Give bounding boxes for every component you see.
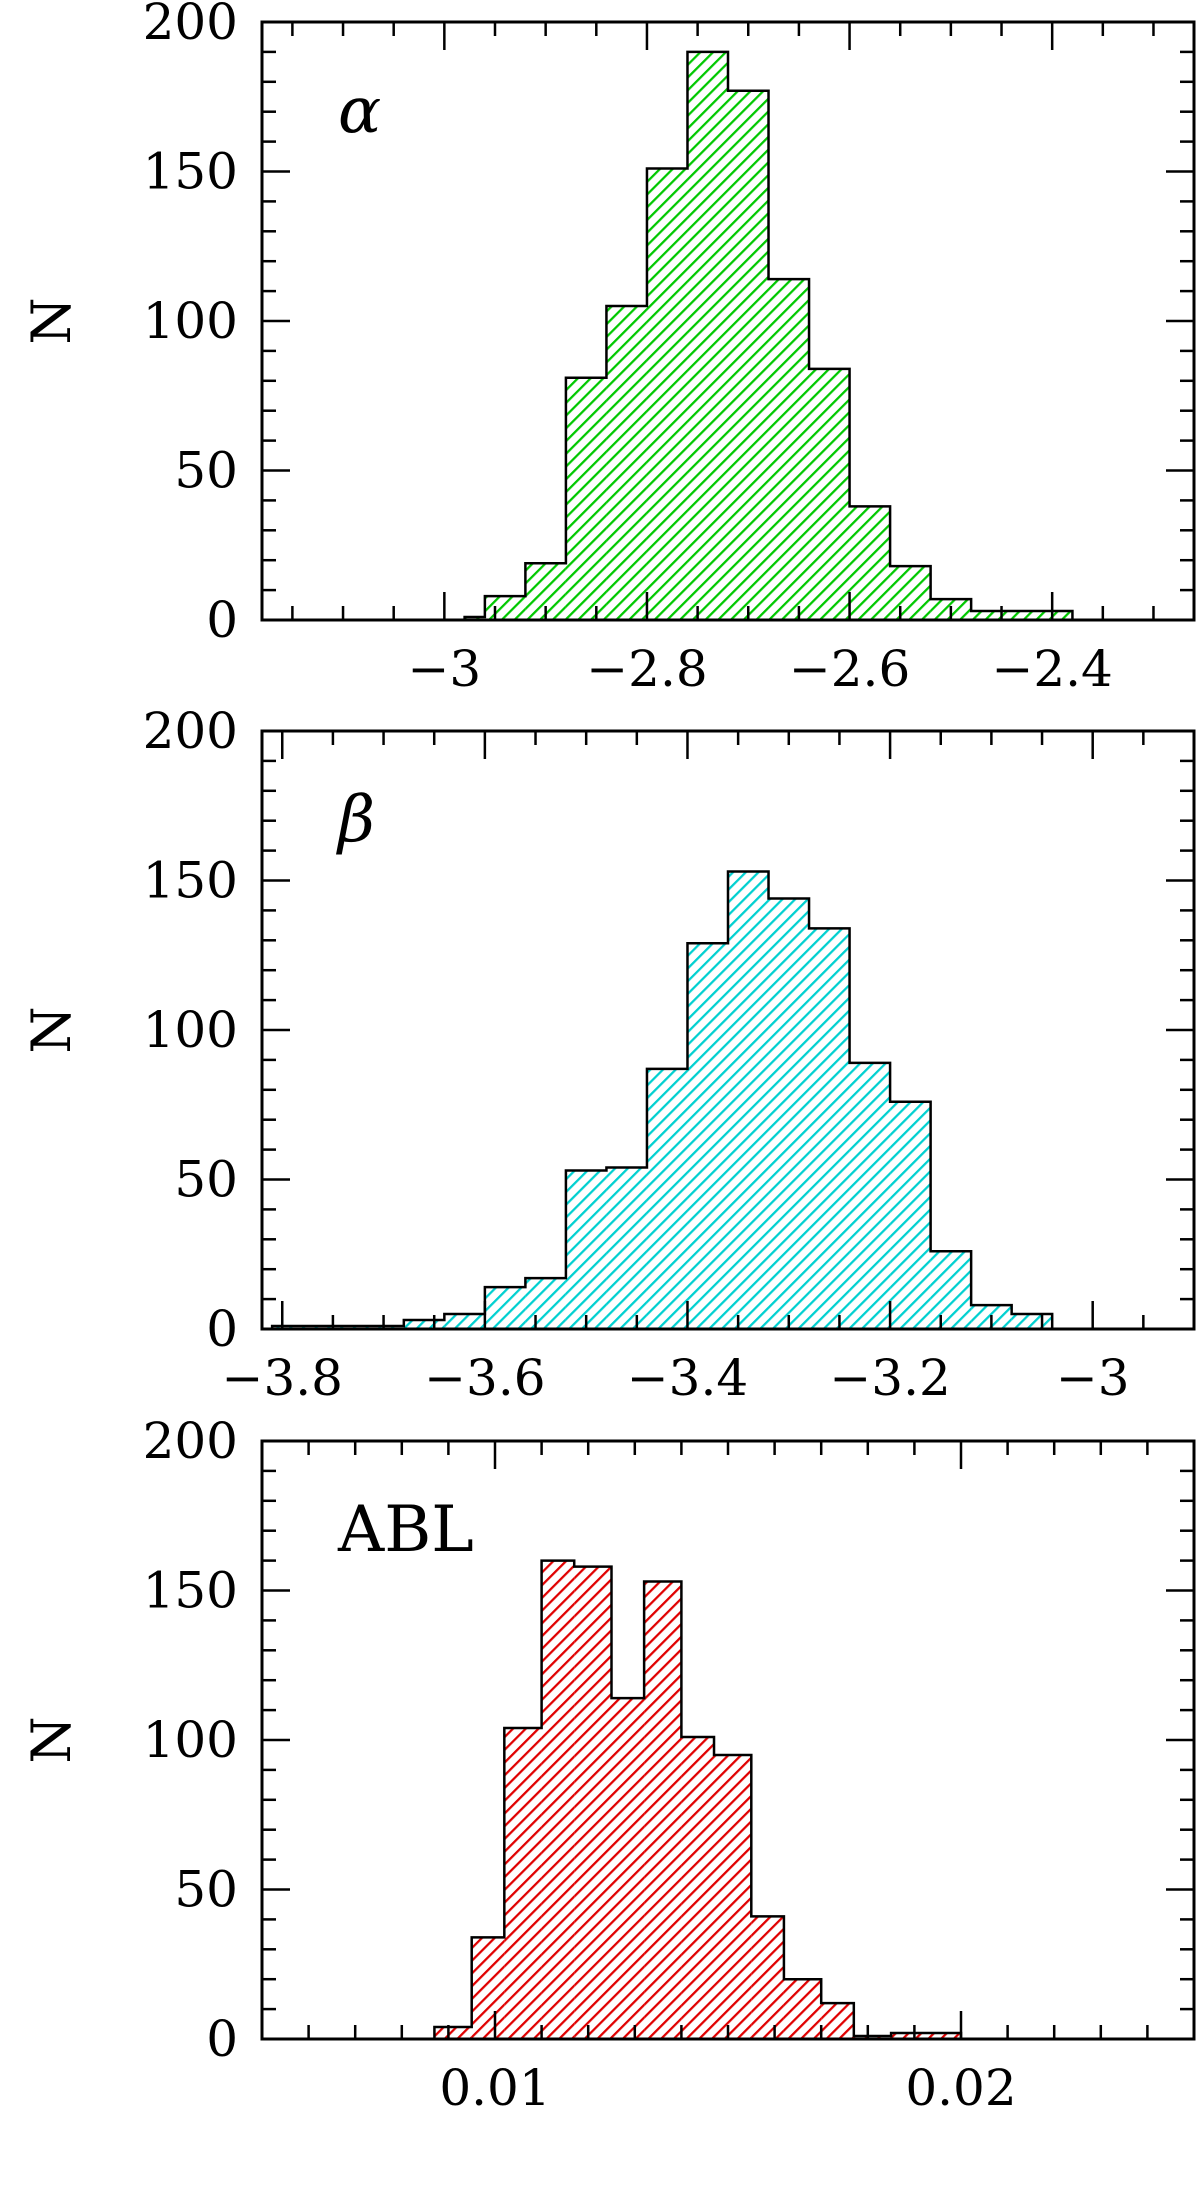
bar-alpha-1: [484, 596, 526, 620]
bar-alpha-5: [646, 168, 688, 620]
bar-abl-13: [891, 2033, 961, 2039]
panel-label-abl: ABL: [337, 1493, 474, 1567]
x-tick-label-alpha: −3: [407, 640, 481, 698]
bar-alpha-10: [849, 506, 891, 620]
bar-abl-5: [611, 1698, 645, 2039]
bar-alpha-11: [890, 566, 931, 620]
y-tick-label-abl: 100: [143, 1711, 238, 1769]
histogram-outline-alpha: [463, 50, 1074, 620]
panel-alpha: 0 50 100 150 200 −3 −2.8 −2.6 −2.4 Nα: [20, 0, 1196, 698]
x-tick-label-alpha: −2.8: [586, 640, 707, 698]
bar-abl-3: [541, 1560, 575, 2039]
y-tick-label-abl: 200: [143, 1412, 238, 1470]
bar-beta-3: [484, 1287, 526, 1329]
y-tick-label-abl: 150: [143, 1562, 238, 1620]
bar-beta-16: [1011, 1314, 1053, 1329]
bar-beta-8: [687, 943, 728, 1329]
bar-abl-7: [681, 1737, 715, 2039]
y-tick-label-alpha: 0: [206, 591, 238, 649]
y-axis-label-beta: N: [20, 1006, 83, 1053]
bar-beta-10: [768, 898, 810, 1329]
y-tick-label-alpha: 150: [143, 143, 238, 201]
y-tick-label-beta: 200: [143, 702, 238, 760]
bar-beta-1: [403, 1320, 445, 1329]
y-tick-label-alpha: 100: [143, 292, 238, 350]
bar-alpha-14: [1011, 611, 1073, 620]
x-tick-label-abl: 0.02: [905, 2059, 1016, 2117]
panel-abl: 0 50 100 150 200 0.01 0.02 N ABL: [20, 1412, 1196, 2117]
histogram-outline-beta: [270, 870, 1054, 1329]
bar-beta-12: [849, 1062, 891, 1329]
y-tick-label-beta: 50: [174, 1151, 238, 1209]
bar-abl-11: [821, 2003, 854, 2039]
bar-beta-11: [809, 928, 850, 1329]
y-tick-label-beta: 100: [143, 1001, 238, 1059]
bar-alpha-3: [565, 377, 607, 620]
bar-beta-2: [444, 1314, 485, 1329]
y-axis-label-alpha: N: [20, 297, 83, 344]
panel-label-beta: β: [336, 783, 375, 857]
bar-abl-4: [574, 1566, 612, 2039]
x-tick-label-abl: 0.01: [439, 2059, 550, 2117]
y-tick-label-beta: 150: [143, 852, 238, 910]
y-tick-label-abl: 0: [206, 2010, 238, 2068]
bar-beta-5: [565, 1170, 607, 1329]
bar-beta-6: [606, 1167, 647, 1329]
y-tick-label-abl: 50: [174, 1861, 238, 1919]
histogram-outline-abl: [433, 1559, 963, 2039]
bar-alpha-7: [728, 90, 769, 620]
bar-alpha-4: [606, 306, 647, 620]
bar-abl-6: [644, 1581, 682, 2039]
y-tick-label-beta: 0: [206, 1300, 238, 1358]
bar-abl-0: [434, 2027, 472, 2039]
x-tick-label-beta: −3.2: [829, 1349, 950, 1407]
x-tick-label-alpha: −2.4: [991, 640, 1112, 698]
y-axis-label-abl: N: [20, 1716, 83, 1763]
bar-beta-4: [525, 1278, 566, 1329]
y-tick-label-alpha: 200: [143, 0, 238, 51]
bar-alpha-8: [768, 279, 810, 620]
panel-label-alpha: α: [338, 74, 381, 148]
bar-beta-9: [728, 871, 769, 1329]
x-tick-label-beta: −3.4: [627, 1349, 748, 1407]
x-tick-label-beta: −3.6: [424, 1349, 545, 1407]
bar-abl-1: [471, 1937, 505, 2039]
bar-alpha-6: [687, 51, 728, 620]
bar-abl-9: [751, 1916, 784, 2039]
panel-beta: 0 50 100 150 200 −3.8 −3.6 −3.4 −3.2 −3 Nβ: [20, 702, 1196, 1407]
bar-alpha-9: [809, 368, 850, 620]
bar-beta-13: [890, 1101, 931, 1329]
x-tick-label-beta: −3: [1056, 1349, 1130, 1407]
bar-alpha-13: [971, 611, 1012, 620]
bar-beta-14: [930, 1251, 972, 1329]
x-tick-label-beta: −3.8: [222, 1349, 343, 1407]
bar-abl-8: [714, 1754, 752, 2039]
y-tick-label-alpha: 50: [174, 442, 238, 500]
bar-abl-10: [783, 1979, 822, 2039]
bar-beta-7: [646, 1068, 688, 1329]
bar-abl-2: [504, 1728, 542, 2039]
x-tick-label-alpha: −2.6: [789, 640, 910, 698]
